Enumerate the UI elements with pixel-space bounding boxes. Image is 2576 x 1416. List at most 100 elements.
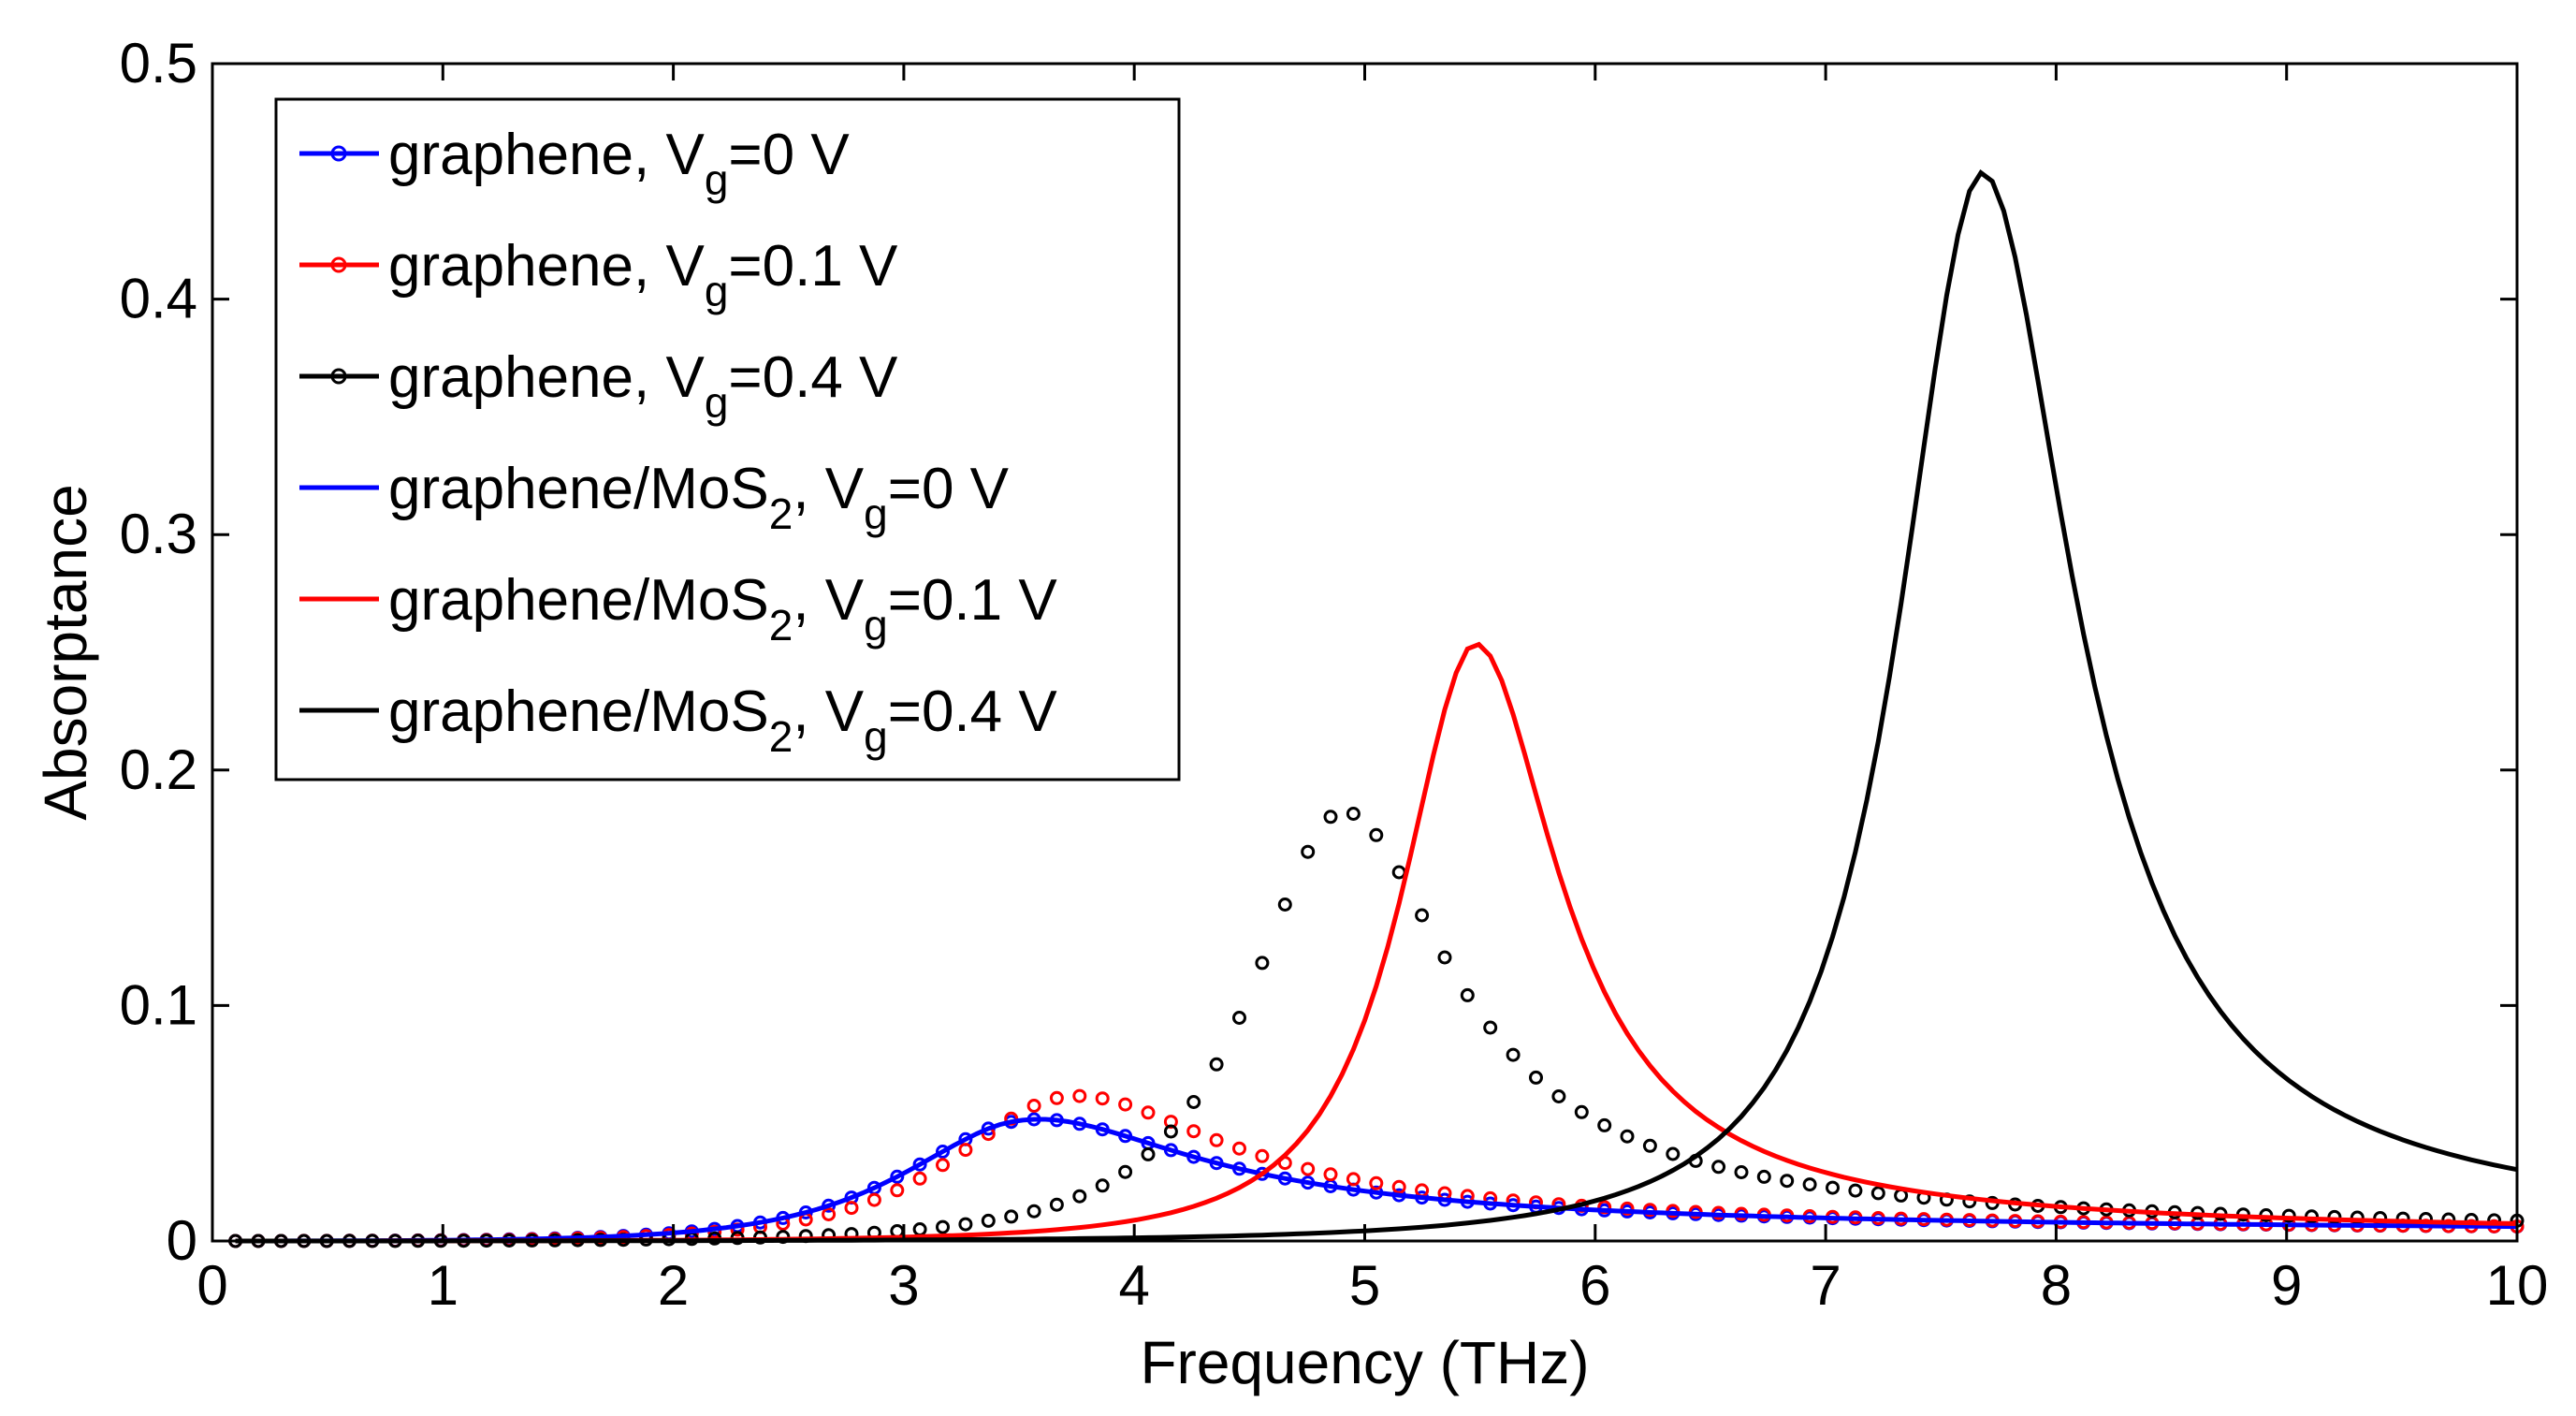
data-point [1391, 1179, 1406, 1194]
data-point [844, 1201, 859, 1216]
legend-item: graphene/MoS2, Vg=0.4 V [299, 679, 1057, 761]
y-tick-label: 0.2 [120, 738, 197, 801]
data-point [1301, 1161, 1316, 1176]
data-point [1734, 1165, 1749, 1179]
y-tick-label: 0 [167, 1209, 197, 1272]
y-axis-title: Absorptance [32, 484, 99, 820]
legend-label: graphene, Vg=0 V [388, 123, 850, 204]
data-point [1301, 844, 1316, 859]
data-point [1346, 1172, 1361, 1187]
x-tick-label: 8 [2041, 1254, 2072, 1317]
legend-label: graphene/MoS2, Vg=0.4 V [388, 679, 1057, 761]
data-point [1186, 1124, 1201, 1139]
legend: graphene, Vg=0 V graphene, Vg=0.1 V graphe… [274, 97, 1181, 781]
legend-label: graphene/MoS2, Vg=0 V [388, 457, 1010, 538]
data-point [1232, 1141, 1246, 1156]
data-point [1962, 1194, 1977, 1209]
data-point [1323, 1167, 1338, 1182]
data-point [866, 1192, 881, 1207]
data-point [1780, 1174, 1795, 1189]
data-point [1870, 1186, 1885, 1201]
data-point [2327, 1209, 2342, 1224]
data-point [1460, 987, 1475, 1002]
data-point [1826, 1180, 1840, 1195]
data-point [1255, 1148, 1270, 1163]
legend-item: graphene/MoS2, Vg=0 V [299, 457, 1010, 538]
data-point [1642, 1138, 1657, 1153]
x-tick-label: 9 [2271, 1254, 2302, 1317]
data-point [1369, 1175, 1384, 1190]
data-point [1529, 1070, 1543, 1085]
data-point [936, 1219, 950, 1234]
x-tick-label: 5 [1349, 1254, 1380, 1317]
legend-item: graphene, Vg=0.1 V [299, 234, 898, 315]
data-point [1209, 1057, 1224, 1072]
legend-box [274, 97, 1181, 781]
legend-label: graphene, Vg=0.1 V [388, 234, 898, 315]
data-point [1072, 1088, 1087, 1103]
data-point [958, 1217, 973, 1232]
data-point [1756, 1169, 1771, 1184]
data-point [1209, 1132, 1224, 1147]
series-4 [235, 1117, 2518, 1244]
data-point [890, 1183, 905, 1198]
data-point [1574, 1104, 1589, 1119]
data-point [1141, 1146, 1156, 1161]
data-point [1483, 1020, 1498, 1035]
legend-item: graphene, Vg=0 V [299, 123, 850, 204]
x-tick-label: 4 [1119, 1254, 1150, 1317]
data-point [936, 1145, 950, 1159]
data-point [1415, 908, 1430, 923]
x-tick-label: 7 [1810, 1254, 1841, 1317]
legend-marker [330, 145, 347, 162]
data-point [1597, 1117, 1612, 1132]
data-point [1551, 1089, 1566, 1103]
data-point [1026, 1099, 1041, 1113]
data-point [1049, 1090, 1064, 1105]
data-point [912, 1171, 927, 1186]
data-point [1072, 1189, 1087, 1204]
data-point [1118, 1097, 1133, 1112]
data-point [936, 1158, 950, 1173]
data-point [1141, 1105, 1156, 1120]
data-point [1186, 1095, 1201, 1109]
data-point [912, 1157, 927, 1172]
data-point [1323, 810, 1338, 825]
data-point [1026, 1204, 1041, 1219]
legend-item: graphene/MoS2, Vg=0.1 V [299, 568, 1057, 650]
x-tick-label: 0 [196, 1254, 227, 1317]
data-point [1620, 1129, 1635, 1144]
x-tick-label: 1 [428, 1254, 458, 1317]
data-point [1277, 898, 1292, 912]
data-point [1506, 1047, 1521, 1062]
x-axis-title: Frequency (THz) [1140, 1329, 1589, 1396]
legend-item: graphene, Vg=0.4 V [299, 345, 898, 427]
data-point [1346, 807, 1361, 821]
data-point [981, 1213, 996, 1228]
data-point [1711, 1160, 1726, 1175]
x-tick-label: 3 [888, 1254, 919, 1317]
data-point [890, 1169, 905, 1184]
x-tick-label: 6 [1579, 1254, 1610, 1317]
data-point [822, 1207, 837, 1221]
x-tick-label: 2 [658, 1254, 689, 1317]
data-point [1666, 1146, 1681, 1161]
data-point [1095, 1178, 1110, 1193]
legend-marker [330, 368, 347, 385]
legend-label: graphene, Vg=0.4 V [388, 345, 898, 427]
data-point [1620, 1201, 1635, 1216]
data-point [1642, 1203, 1657, 1218]
data-point [1004, 1209, 1019, 1224]
data-point [1437, 950, 1452, 965]
data-point [1802, 1177, 1817, 1192]
data-point [1232, 1011, 1246, 1025]
data-point [1049, 1197, 1064, 1212]
series-line [235, 1117, 2518, 1244]
data-point [1255, 956, 1270, 971]
data-point [958, 1143, 973, 1158]
data-point [1095, 1091, 1110, 1106]
x-tick-label: 10 [2486, 1254, 2549, 1317]
data-point [1848, 1183, 1863, 1198]
legend-marker [330, 256, 347, 273]
